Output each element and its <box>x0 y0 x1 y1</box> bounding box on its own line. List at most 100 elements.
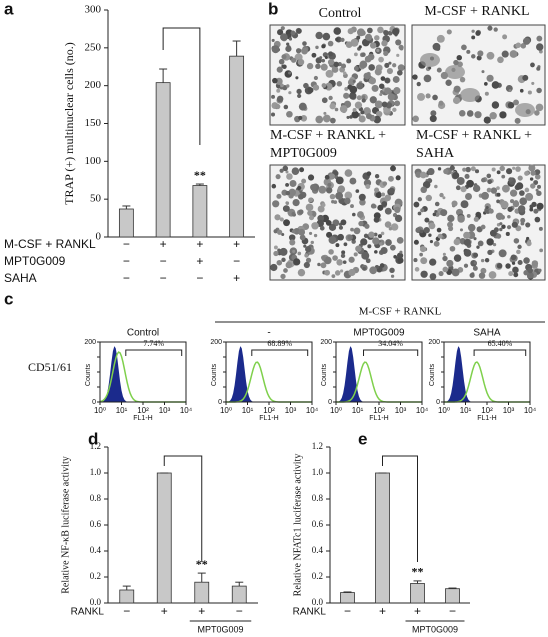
cell <box>500 200 509 209</box>
cell <box>322 32 331 41</box>
cell <box>387 93 395 101</box>
cell <box>394 100 401 107</box>
cell <box>360 238 368 246</box>
cell <box>335 176 344 185</box>
cell <box>320 262 327 269</box>
cell <box>509 50 518 58</box>
cell <box>285 190 291 196</box>
cell <box>481 191 489 200</box>
y-tick-label: 0.4 <box>90 545 102 555</box>
cell <box>442 196 446 200</box>
cell <box>440 209 448 217</box>
cell <box>496 233 502 239</box>
cell <box>515 182 524 190</box>
cell <box>322 114 331 123</box>
cell <box>517 259 523 266</box>
cell <box>381 40 388 47</box>
cell <box>348 256 355 263</box>
cell <box>308 231 313 235</box>
cell <box>471 54 476 59</box>
cell <box>285 201 290 205</box>
cell <box>386 67 394 75</box>
cell <box>536 202 544 210</box>
bar <box>118 208 134 238</box>
cell <box>392 107 397 112</box>
cell <box>342 260 347 265</box>
cell <box>420 257 428 265</box>
cell <box>499 222 503 226</box>
cell <box>516 249 521 255</box>
cell <box>389 244 396 251</box>
cell <box>302 41 307 46</box>
flow-x-label: FL1-H <box>133 415 152 422</box>
cell <box>321 44 326 49</box>
cell <box>475 30 481 36</box>
y-tick-label: 150 <box>85 117 102 129</box>
y-tick-label: 0.6 <box>312 519 324 529</box>
flow-y-tick-label: 200 <box>84 339 96 346</box>
cell <box>395 175 401 181</box>
flow-x-tick-label: 10⁰ <box>438 406 450 415</box>
cell <box>353 52 358 57</box>
cell <box>432 212 437 217</box>
cell <box>526 236 530 241</box>
cell <box>340 219 347 226</box>
cell <box>323 256 332 265</box>
cell <box>425 93 431 99</box>
cell <box>319 56 323 60</box>
cell <box>340 37 345 42</box>
micrograph <box>269 164 406 281</box>
y-tick-label: 1.2 <box>90 441 101 451</box>
cell <box>527 267 534 274</box>
cell <box>413 258 418 263</box>
cell <box>292 199 300 207</box>
flow-row-label: CD51/61 <box>28 360 72 374</box>
cell <box>348 268 356 277</box>
cell <box>519 190 525 196</box>
cell <box>300 115 308 122</box>
flow-x-tick-label: 10³ <box>159 406 171 415</box>
cell <box>476 245 480 249</box>
cell <box>371 84 379 92</box>
flow-title: MPT0G009 <box>353 328 405 339</box>
cell <box>396 237 404 244</box>
cell <box>449 245 456 252</box>
cell <box>289 179 297 187</box>
cell <box>359 198 366 206</box>
cell <box>397 64 405 72</box>
flow-x-tick-label: 10⁰ <box>330 406 342 415</box>
cell <box>429 115 437 123</box>
isotype-histogram <box>226 346 312 402</box>
cell <box>368 77 376 85</box>
cell <box>514 117 521 124</box>
cell <box>377 204 384 211</box>
cell <box>396 53 400 57</box>
cell <box>493 27 498 32</box>
cell <box>322 52 328 58</box>
cell <box>367 244 372 249</box>
cell <box>291 229 296 234</box>
cell <box>529 177 534 181</box>
flow-x-tick-label: 10¹ <box>116 406 128 415</box>
y-tick-label: 300 <box>85 4 102 16</box>
flow-x-tick-label: 10³ <box>503 406 515 415</box>
cell <box>511 221 518 228</box>
condition-sign: + <box>414 604 421 618</box>
cell <box>427 167 435 176</box>
cell <box>413 201 420 208</box>
cell <box>335 37 339 42</box>
cell <box>376 48 380 53</box>
condition-sign: + <box>233 237 240 251</box>
cell <box>501 50 509 58</box>
cell <box>350 38 359 47</box>
cell <box>394 214 403 223</box>
cell <box>298 193 304 200</box>
cell <box>499 227 503 232</box>
cell <box>366 171 372 177</box>
cell <box>397 257 404 264</box>
flow-x-tick-label: 10⁴ <box>180 406 193 415</box>
cell <box>298 209 304 215</box>
cell <box>486 74 494 82</box>
cell <box>286 84 290 88</box>
cell <box>496 199 500 204</box>
